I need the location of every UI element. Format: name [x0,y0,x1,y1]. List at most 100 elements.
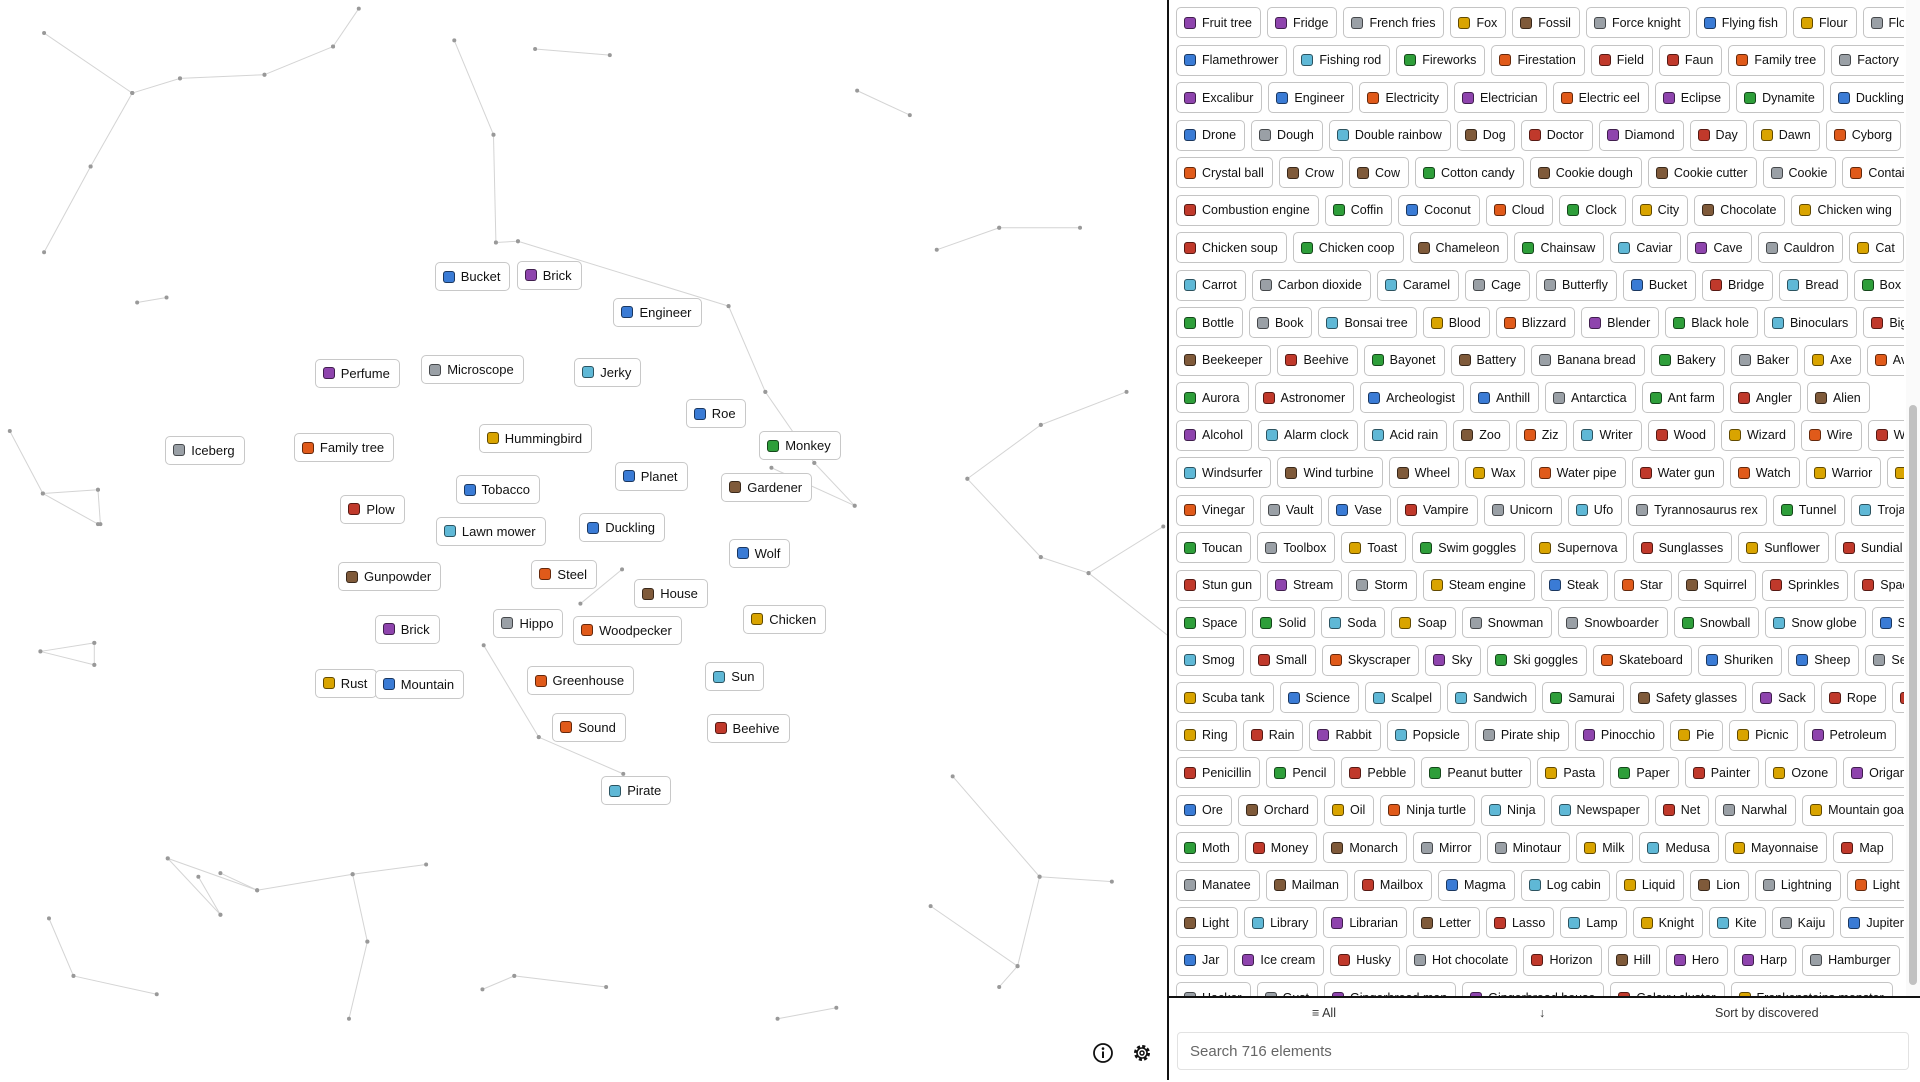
sidebar-element-toast[interactable]: Toast [1341,532,1407,563]
sidebar-element-blender[interactable]: Blender [1581,307,1660,338]
canvas-element-hummingbird[interactable]: Hummingbird [478,423,593,453]
sidebar-element-husky[interactable]: Husky [1330,944,1400,976]
sidebar-element-crystal-ball[interactable]: Crystal ball [1176,157,1273,188]
canvas-element-steel[interactable]: Steel [531,559,598,589]
sidebar-element-binoculars[interactable]: Binoculars [1763,307,1858,338]
sidebar-element-flood[interactable]: Flood [1862,7,1904,38]
sidebar-element-frankensteins-monster[interactable]: Frankensteins monster [1730,982,1893,996]
sidebar-element-field[interactable]: Field [1590,44,1653,76]
gear-icon[interactable] [1131,1042,1153,1064]
sidebar-element-sandwich[interactable]: Sandwich [1447,682,1537,713]
sidebar-element-chocolate[interactable]: Chocolate [1694,194,1786,226]
sidebar-element-carbon-dioxide[interactable]: Carbon dioxide [1251,269,1371,301]
sidebar-element-carrot[interactable]: Carrot [1176,269,1246,301]
sidebar-element-windsurfer[interactable]: Windsurfer [1176,457,1272,488]
sidebar-element-space[interactable]: Space [1176,607,1247,638]
sidebar-element-chainsaw[interactable]: Chainsaw [1514,232,1605,263]
sidebar-element-dynamite[interactable]: Dynamite [1736,82,1824,113]
sidebar-element-pencil[interactable]: Pencil [1266,757,1336,788]
sidebar-element-lasso[interactable]: Lasso [1485,907,1555,938]
sidebar-element-wand[interactable]: Wand [1887,457,1904,488]
sidebar-element-steam-engine[interactable]: Steam engine [1422,569,1535,601]
sidebar-element-net[interactable]: Net [1654,794,1710,826]
sidebar-element-gingerbread-house[interactable]: Gingerbread house [1462,982,1605,996]
sidebar-element-snake[interactable]: Snake [1871,607,1904,638]
sidebar-element-factory[interactable]: Factory [1831,44,1904,76]
sidebar-element-coconut[interactable]: Coconut [1398,194,1480,226]
sidebar-element-cloud[interactable]: Cloud [1485,194,1554,226]
sidebar-element-duckling[interactable]: Duckling [1829,82,1904,113]
sidebar-element-jupiter[interactable]: Jupiter [1840,907,1904,938]
sidebar-element-electrician[interactable]: Electrician [1453,82,1547,113]
sidebar-element-orchard[interactable]: Orchard [1237,794,1318,826]
sidebar-element-ore[interactable]: Ore [1176,794,1232,826]
sidebar-element-bucket[interactable]: Bucket [1622,269,1697,301]
sidebar-element-galaxy-cluster[interactable]: Galaxy cluster [1610,982,1725,996]
sidebar-element-pinocchio[interactable]: Pinocchio [1574,719,1665,751]
sidebar-element-alcohol[interactable]: Alcohol [1176,419,1252,451]
sidebar-element-day[interactable]: Day [1689,119,1747,151]
sidebar-element-paper[interactable]: Paper [1610,757,1679,788]
sidebar-element-peanut-butter[interactable]: Peanut butter [1421,757,1532,788]
sidebar-element-bottle[interactable]: Bottle [1176,307,1243,338]
sidebar-element-unicorn[interactable]: Unicorn [1483,494,1562,526]
sidebar-element-librarian[interactable]: Librarian [1323,907,1407,938]
sidebar-element-faun[interactable]: Faun [1658,44,1723,76]
search-input[interactable] [1177,1032,1909,1070]
sidebar-element-popsicle[interactable]: Popsicle [1386,719,1469,751]
sidebar-element-fruit-tree[interactable]: Fruit tree [1176,7,1262,38]
sidebar-element-snowboarder[interactable]: Snowboarder [1558,607,1668,638]
sidebar-element-penicillin[interactable]: Penicillin [1176,757,1261,788]
sidebar-element-small[interactable]: Small [1249,644,1316,676]
sidebar-element-cave[interactable]: Cave [1687,232,1752,263]
sidebar-element-magma[interactable]: Magma [1437,869,1515,901]
sidebar-element-rope[interactable]: Rope [1820,682,1886,713]
sidebar-element-firestation[interactable]: Firestation [1491,44,1585,76]
sidebar-element-container[interactable]: Container [1842,157,1904,188]
sidebar-element-astronomer[interactable]: Astronomer [1254,382,1355,413]
sidebar-element-force-knight[interactable]: Force knight [1585,7,1690,38]
sidebar-element-zoo[interactable]: Zoo [1453,419,1510,451]
sidebar-element-french-fries[interactable]: French fries [1343,7,1445,38]
sidebar-element-library[interactable]: Library [1244,907,1318,938]
sidebar-element-vampire[interactable]: Vampire [1397,494,1478,526]
sidebar-element-butterfly[interactable]: Butterfly [1535,269,1617,301]
sidebar-element-skyscraper[interactable]: Skyscraper [1321,644,1420,676]
sidebar-element-sack[interactable]: Sack [1752,682,1815,713]
sidebar-element-medusa[interactable]: Medusa [1639,832,1719,863]
sidebar-element-ufo[interactable]: Ufo [1567,494,1623,526]
canvas-element-hippo[interactable]: Hippo [493,608,564,638]
sidebar-element-tunnel[interactable]: Tunnel [1772,494,1846,526]
sidebar-element-bayonet[interactable]: Bayonet [1363,344,1445,376]
sidebar-element-drone[interactable]: Drone [1176,119,1246,151]
sidebar-element-log-cabin[interactable]: Log cabin [1520,869,1610,901]
sidebar-element-milk[interactable]: Milk [1576,832,1634,863]
sidebar-element-newspaper[interactable]: Newspaper [1550,794,1649,826]
sidebar-element-cauldron[interactable]: Cauldron [1757,232,1844,263]
sidebar-element-vault[interactable]: Vault [1259,494,1323,526]
scrollbar-thumb[interactable] [1909,405,1917,985]
sidebar-element-box[interactable]: Box [1853,269,1904,301]
sidebar-element-flying-fish[interactable]: Flying fish [1695,7,1788,38]
sidebar-element-dawn[interactable]: Dawn [1752,119,1820,151]
sidebar-element-toolbox[interactable]: Toolbox [1257,532,1336,563]
sidebar-element-wine[interactable]: Wine [1867,419,1904,451]
sidebar-element-solid[interactable]: Solid [1252,607,1316,638]
sidebar-element-writer[interactable]: Writer [1573,419,1642,451]
sidebar-element-cookie-dough[interactable]: Cookie dough [1529,157,1642,188]
sidebar-element-wax[interactable]: Wax [1465,457,1525,488]
sidebar-element-liquid[interactable]: Liquid [1615,869,1685,901]
sidebar-element-warrior[interactable]: Warrior [1805,457,1882,488]
sidebar-element-blizzard[interactable]: Blizzard [1495,307,1576,338]
sidebar-element-knight[interactable]: Knight [1632,907,1704,938]
sidebar-element-ozone[interactable]: Ozone [1765,757,1838,788]
canvas-element-greenhouse[interactable]: Greenhouse [526,666,635,696]
sidebar-element-caviar[interactable]: Caviar [1610,232,1682,263]
sidebar-element-wood[interactable]: Wood [1647,419,1715,451]
sidebar-element-lightning[interactable]: Lightning [1754,869,1841,901]
scrollbar[interactable] [1906,0,1920,996]
sidebar-element-banana-bread[interactable]: Banana bread [1531,344,1645,376]
sidebar-element-coffin[interactable]: Coffin [1324,194,1393,226]
sidebar-element-lion[interactable]: Lion [1690,869,1749,901]
sidebar-element-flamethrower[interactable]: Flamethrower [1176,44,1288,76]
